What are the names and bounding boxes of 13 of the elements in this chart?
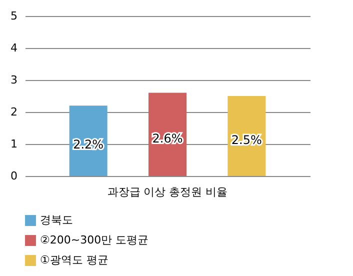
x-tick-label: 과장급 이상 총정원 비율 (107, 186, 228, 198)
y-tick-label: 4 (10, 42, 18, 54)
data-label: 2.2% (73, 137, 104, 152)
legend-label: ①광역도 평균 (40, 254, 108, 266)
y-tick-label: 0 (10, 170, 18, 182)
legend-label: 경북도 (40, 214, 73, 226)
legend-label: ②200~300만 도평균 (40, 234, 149, 246)
y-tick-label: 2 (10, 106, 18, 118)
y-tick-label: 3 (10, 74, 18, 86)
data-label: 2.6% (152, 132, 183, 146)
data-label: 2.5% (231, 133, 262, 147)
y-tick-label: 1 (10, 138, 18, 150)
y-tick-label: 5 (10, 10, 18, 22)
